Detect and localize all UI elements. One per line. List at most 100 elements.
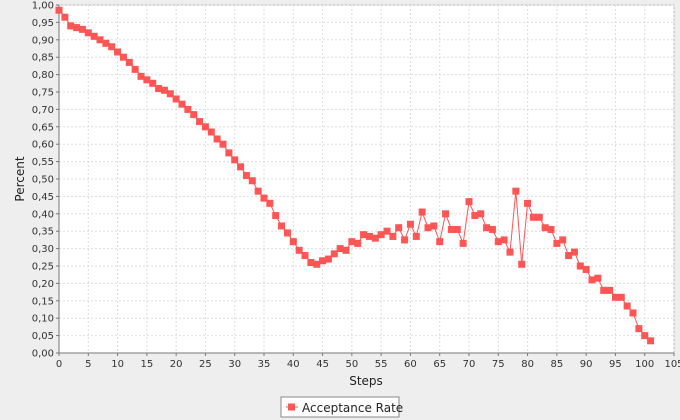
data-point bbox=[606, 286, 614, 294]
x-tick-label: 90 bbox=[580, 359, 593, 370]
y-axis-title: Percent bbox=[13, 156, 27, 201]
data-point bbox=[594, 274, 602, 282]
x-tick-label: 45 bbox=[316, 359, 329, 370]
data-point bbox=[108, 43, 116, 51]
data-point bbox=[295, 246, 303, 254]
data-point bbox=[266, 199, 274, 207]
data-point bbox=[342, 246, 350, 254]
x-tick-label: 100 bbox=[635, 359, 654, 370]
data-point bbox=[201, 123, 209, 131]
data-point bbox=[231, 156, 239, 164]
axes bbox=[56, 4, 675, 356]
data-point bbox=[506, 248, 514, 256]
data-point bbox=[301, 252, 309, 260]
data-point bbox=[78, 25, 86, 33]
data-point bbox=[570, 248, 578, 256]
data-point bbox=[371, 234, 379, 242]
data-point bbox=[360, 231, 368, 239]
data-point bbox=[278, 222, 286, 230]
data-point bbox=[131, 65, 139, 73]
x-tick-labels: 0 5 10 15 20 25 30 35 40 45 50 55 60 65 70 75 80 85 90 95 10… bbox=[56, 359, 680, 370]
data-point bbox=[629, 309, 637, 317]
data-point bbox=[155, 85, 163, 93]
y-tick-label: 0,95 bbox=[32, 18, 54, 29]
data-point bbox=[283, 229, 291, 237]
data-point bbox=[137, 72, 145, 80]
data-point bbox=[184, 105, 192, 113]
data-point bbox=[483, 224, 491, 232]
data-point bbox=[500, 236, 508, 244]
data-point bbox=[73, 24, 81, 32]
y-tick-label: 0,55 bbox=[32, 157, 54, 168]
data-point bbox=[459, 239, 467, 247]
data-point bbox=[565, 252, 573, 260]
data-point bbox=[471, 212, 479, 220]
data-point bbox=[313, 260, 321, 268]
x-tick-label: 70 bbox=[463, 359, 476, 370]
data-point bbox=[553, 239, 561, 247]
y-tick-label: 0,70 bbox=[32, 105, 54, 116]
data-point bbox=[172, 95, 180, 103]
data-point bbox=[623, 302, 631, 310]
x-tick-label: 60 bbox=[404, 359, 417, 370]
data-point bbox=[442, 210, 450, 218]
x-tick-label: 25 bbox=[199, 359, 212, 370]
data-point bbox=[166, 90, 174, 98]
legend-label: Acceptance Rate bbox=[302, 401, 403, 415]
data-point bbox=[119, 53, 127, 61]
data-point bbox=[160, 86, 168, 94]
x-tick-label: 55 bbox=[375, 359, 388, 370]
data-point bbox=[178, 100, 186, 108]
y-tick-label: 0,25 bbox=[32, 262, 54, 273]
data-point bbox=[61, 13, 69, 21]
data-point bbox=[488, 225, 496, 233]
data-point bbox=[418, 208, 426, 216]
y-tick-label: 0,85 bbox=[32, 53, 54, 64]
data-point bbox=[436, 238, 444, 246]
legend-marker bbox=[288, 403, 295, 411]
series-acceptance-rate bbox=[55, 6, 655, 345]
legend-box bbox=[280, 396, 400, 418]
data-point bbox=[588, 276, 596, 284]
data-point bbox=[67, 22, 75, 30]
data-point bbox=[149, 79, 157, 87]
y-tick-label: 0,60 bbox=[32, 140, 54, 151]
y-tick-label: 0,80 bbox=[32, 70, 54, 81]
y-tick-label: 0,15 bbox=[32, 296, 54, 307]
y-tick-label: 0,00 bbox=[32, 349, 54, 360]
data-point bbox=[541, 224, 549, 232]
x-tick-label: 0 bbox=[56, 359, 62, 370]
data-point bbox=[242, 172, 250, 180]
data-point bbox=[319, 257, 327, 265]
y-tick-label: 0,90 bbox=[32, 35, 54, 46]
data-point bbox=[576, 262, 584, 270]
x-axis-title: Steps bbox=[349, 374, 383, 388]
data-point bbox=[324, 255, 332, 263]
data-point bbox=[582, 265, 590, 273]
data-point bbox=[477, 210, 485, 218]
data-point bbox=[102, 39, 110, 47]
x-tick-label: 105 bbox=[664, 359, 680, 370]
data-point bbox=[600, 286, 608, 294]
data-point bbox=[465, 198, 473, 206]
y-tick-label: 1,00 bbox=[32, 1, 54, 12]
data-point bbox=[365, 232, 373, 240]
x-tick-label: 75 bbox=[492, 359, 505, 370]
x-tick-label: 5 bbox=[85, 359, 91, 370]
y-tick-label: 0,05 bbox=[32, 331, 54, 342]
data-point bbox=[535, 213, 543, 221]
data-point bbox=[289, 238, 297, 246]
y-tick-label: 0,40 bbox=[32, 209, 54, 220]
data-point bbox=[647, 337, 655, 345]
data-point bbox=[389, 232, 397, 240]
data-point bbox=[90, 32, 98, 40]
x-tick-label: 30 bbox=[228, 359, 241, 370]
x-tick-label: 35 bbox=[258, 359, 271, 370]
x-tick-label: 40 bbox=[287, 359, 300, 370]
data-point bbox=[237, 163, 245, 171]
y-tick-label: 0,50 bbox=[32, 175, 54, 186]
data-point bbox=[494, 238, 502, 246]
data-point bbox=[453, 225, 461, 233]
data-point bbox=[424, 224, 432, 232]
